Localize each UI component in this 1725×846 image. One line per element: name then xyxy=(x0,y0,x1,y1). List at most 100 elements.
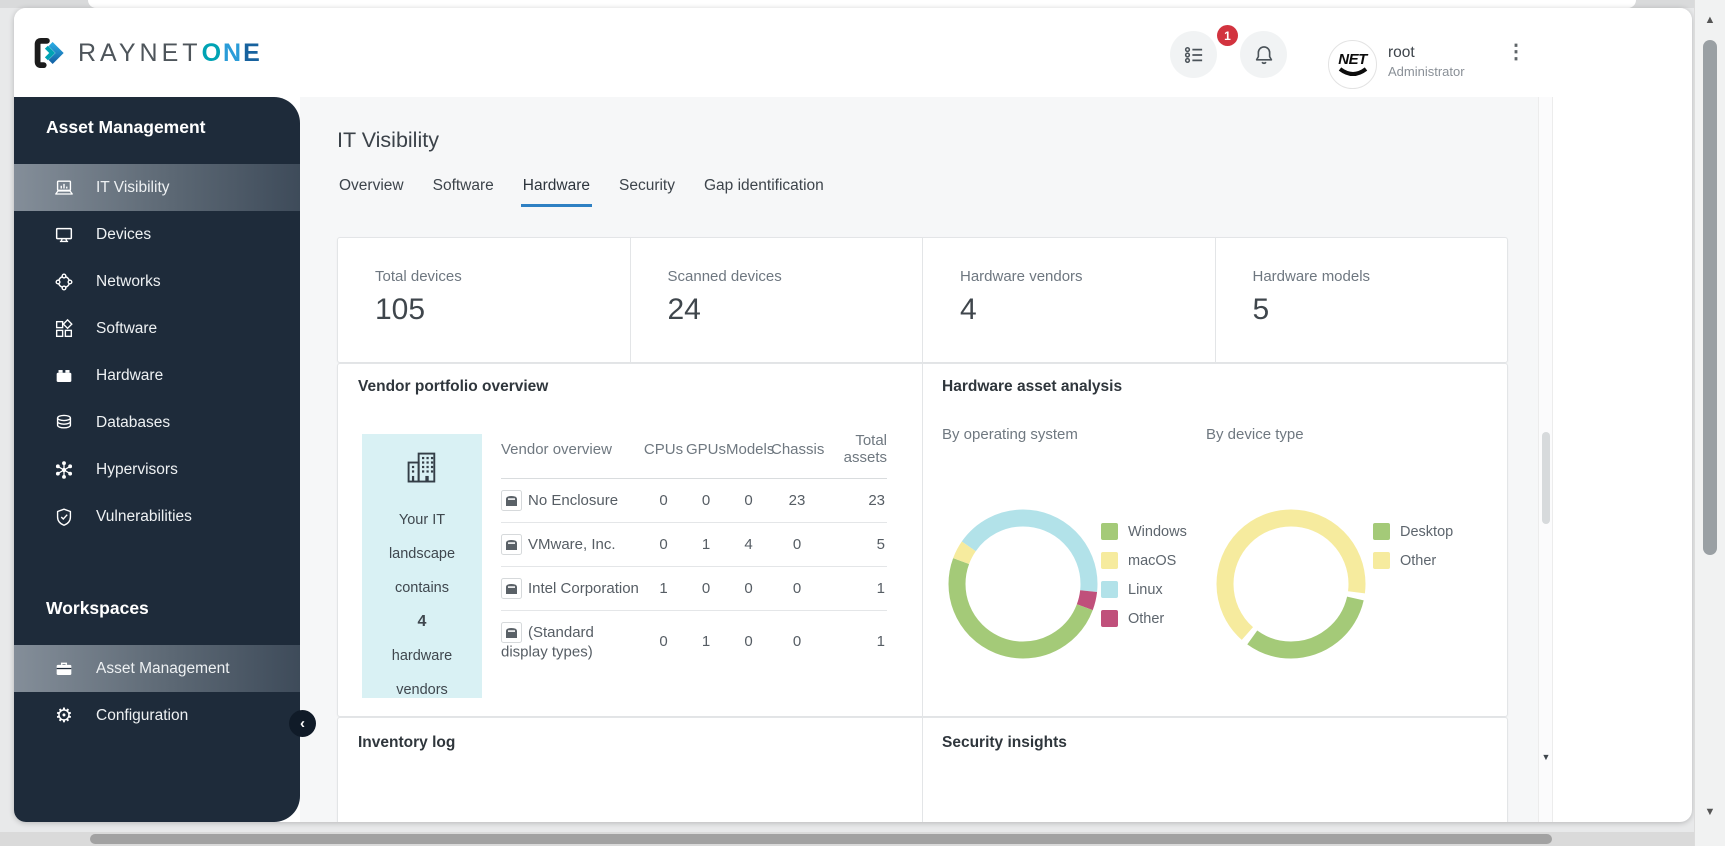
notifications-button[interactable] xyxy=(1240,31,1287,78)
vendor-name: (Standard display types) xyxy=(501,624,594,661)
vendor-count: 0 xyxy=(771,522,823,567)
vendor-summary-line: contains xyxy=(394,580,449,596)
brand-letter: E xyxy=(243,38,262,67)
col-header-chassis: Chassis xyxy=(771,422,824,479)
enclosure-icon xyxy=(501,578,522,599)
tab-gap-identification[interactable]: Gap identification xyxy=(703,177,824,194)
sidebar-item-label: Hardware xyxy=(96,366,164,384)
window-scrollbar: ▲ ▼ xyxy=(1694,0,1725,846)
col-header-models: Models xyxy=(726,422,774,479)
raynet-logo-icon xyxy=(34,37,64,69)
sidebar-item-vulnerabilities[interactable]: Vulnerabilities xyxy=(14,493,300,540)
user-meta: root Administrator xyxy=(1388,44,1465,79)
window-scroll-up-arrow[interactable]: ▲ xyxy=(1704,14,1716,26)
hardware-case-icon xyxy=(52,364,76,388)
content-scroll-down-arrow[interactable]: ▼ xyxy=(1541,752,1551,762)
brand-logo: RAYNETONE xyxy=(30,34,262,72)
laptop-chart-icon xyxy=(52,176,76,200)
vendor-summary-box: Your IT landscape contains 4 hardware vendors xyxy=(362,434,482,698)
vendor-total: 5 xyxy=(823,522,887,567)
sidebar: Asset Management IT Visibility Devices Netw… xyxy=(14,97,300,822)
vendor-portfolio-title: Vendor portfolio overview xyxy=(358,378,549,395)
stat-value: 4 xyxy=(960,293,977,326)
legend-item-other: Other xyxy=(1101,610,1187,627)
tab-overview[interactable]: Overview xyxy=(339,177,404,194)
vendor-count: 0 xyxy=(771,609,823,672)
legend-device: Desktop Other xyxy=(1373,523,1453,569)
content-scrollbar-thumb[interactable] xyxy=(1542,432,1550,524)
vendor-row: VMware, Inc. 0 1 4 0 5 xyxy=(501,522,887,567)
vendor-count: 0 xyxy=(771,566,823,611)
browser-chrome-strip xyxy=(0,0,1725,8)
vendor-count: 0 xyxy=(686,566,726,611)
sidebar-item-networks[interactable]: Networks xyxy=(14,258,300,305)
sidebar-section-title: Workspaces xyxy=(46,598,149,618)
software-grid-icon xyxy=(52,317,76,341)
window-scrollbar-thumb[interactable] xyxy=(1703,40,1717,555)
legend-item-macos: macOS xyxy=(1101,552,1187,569)
sidebar-item-label: Configuration xyxy=(96,706,189,724)
vendor-summary-line: landscape xyxy=(388,546,456,562)
notification-count-badge: 1 xyxy=(1217,25,1238,46)
vendor-overview-table: Vendor overview CPUs GPUs Models Chassis Tota… xyxy=(501,422,887,672)
brand-letter: N xyxy=(223,38,244,67)
vendor-summary-line: vendors xyxy=(396,682,448,698)
network-icon xyxy=(52,270,76,294)
sidebar-item-label: Asset Management xyxy=(96,659,230,677)
browser-tab-edge xyxy=(88,0,1636,8)
kebab-menu-icon[interactable]: ⋮ xyxy=(1506,41,1526,63)
legend-label: Other xyxy=(1400,552,1437,569)
task-list-button[interactable] xyxy=(1170,31,1217,78)
buildings-icon xyxy=(407,452,436,483)
stat-card-total-devices: Total devices 105 xyxy=(338,238,630,362)
stat-label: Scanned devices xyxy=(667,268,782,285)
stat-label: Hardware models xyxy=(1252,268,1371,285)
monitor-icon xyxy=(52,223,76,247)
legend-item-linux: Linux xyxy=(1101,581,1187,598)
sidebar-item-software[interactable]: Software xyxy=(14,305,300,352)
app-header: RAYNETONE 1 NET root Administrator xyxy=(14,8,1692,97)
tab-hardware[interactable]: Hardware xyxy=(520,175,592,207)
vendor-total: 1 xyxy=(823,609,887,672)
enclosure-icon xyxy=(501,490,522,511)
tab-software[interactable]: Software xyxy=(432,177,494,194)
sidebar-section-title: Asset Management xyxy=(46,117,206,137)
sidebar-item-asset-management[interactable]: Asset Management xyxy=(14,645,300,692)
card-divider xyxy=(922,718,923,822)
sidebar-collapse-button[interactable]: ‹ xyxy=(289,710,316,737)
vendor-count: 1 xyxy=(686,522,726,567)
sidebar-item-devices[interactable]: Devices xyxy=(14,211,300,258)
legend-swatch xyxy=(1373,552,1390,569)
content-scrollbar: ▼ xyxy=(1538,97,1553,822)
vendor-count: 23 xyxy=(771,478,823,523)
sidebar-item-configuration[interactable]: ⚙ Configuration xyxy=(14,692,300,739)
stat-label: Hardware vendors xyxy=(960,268,1083,285)
vendor-count: 4 xyxy=(726,522,771,567)
chart-subtitle-device: By device type xyxy=(1206,426,1304,443)
vendor-name: VMware, Inc. xyxy=(528,536,616,553)
bell-icon xyxy=(1255,45,1272,64)
user-avatar[interactable]: NET xyxy=(1328,40,1377,89)
sidebar-item-databases[interactable]: Databases xyxy=(14,399,300,446)
sidebar-item-hardware[interactable]: Hardware xyxy=(14,352,300,399)
window-scroll-down-arrow[interactable]: ▼ xyxy=(1704,806,1716,818)
horizontal-scrollbar-thumb[interactable] xyxy=(90,834,1552,844)
vendor-count: 0 xyxy=(641,609,686,672)
donut-chart-os xyxy=(948,509,1098,659)
sidebar-item-hypervisors[interactable]: Hypervisors xyxy=(14,446,300,493)
sidebar-item-label: IT Visibility xyxy=(96,178,170,196)
enclosure-icon xyxy=(501,622,522,643)
legend-label: Desktop xyxy=(1400,523,1454,540)
briefcase-icon xyxy=(52,657,76,681)
page-title: IT Visibility xyxy=(337,128,439,152)
sidebar-item-label: Vulnerabilities xyxy=(96,507,192,525)
vendor-summary-line: Your IT xyxy=(398,512,446,528)
donut-segment-desktop xyxy=(1216,509,1366,659)
sidebar-item-it-visibility[interactable]: IT Visibility xyxy=(14,164,300,211)
col-header-vendor: Vendor overview xyxy=(501,422,641,479)
vendor-summary-line: hardware xyxy=(391,648,453,664)
sidebar-item-label: Devices xyxy=(96,225,152,243)
task-list-icon xyxy=(1184,46,1202,63)
tab-security[interactable]: Security xyxy=(618,177,675,194)
legend-label: Windows xyxy=(1128,523,1187,540)
